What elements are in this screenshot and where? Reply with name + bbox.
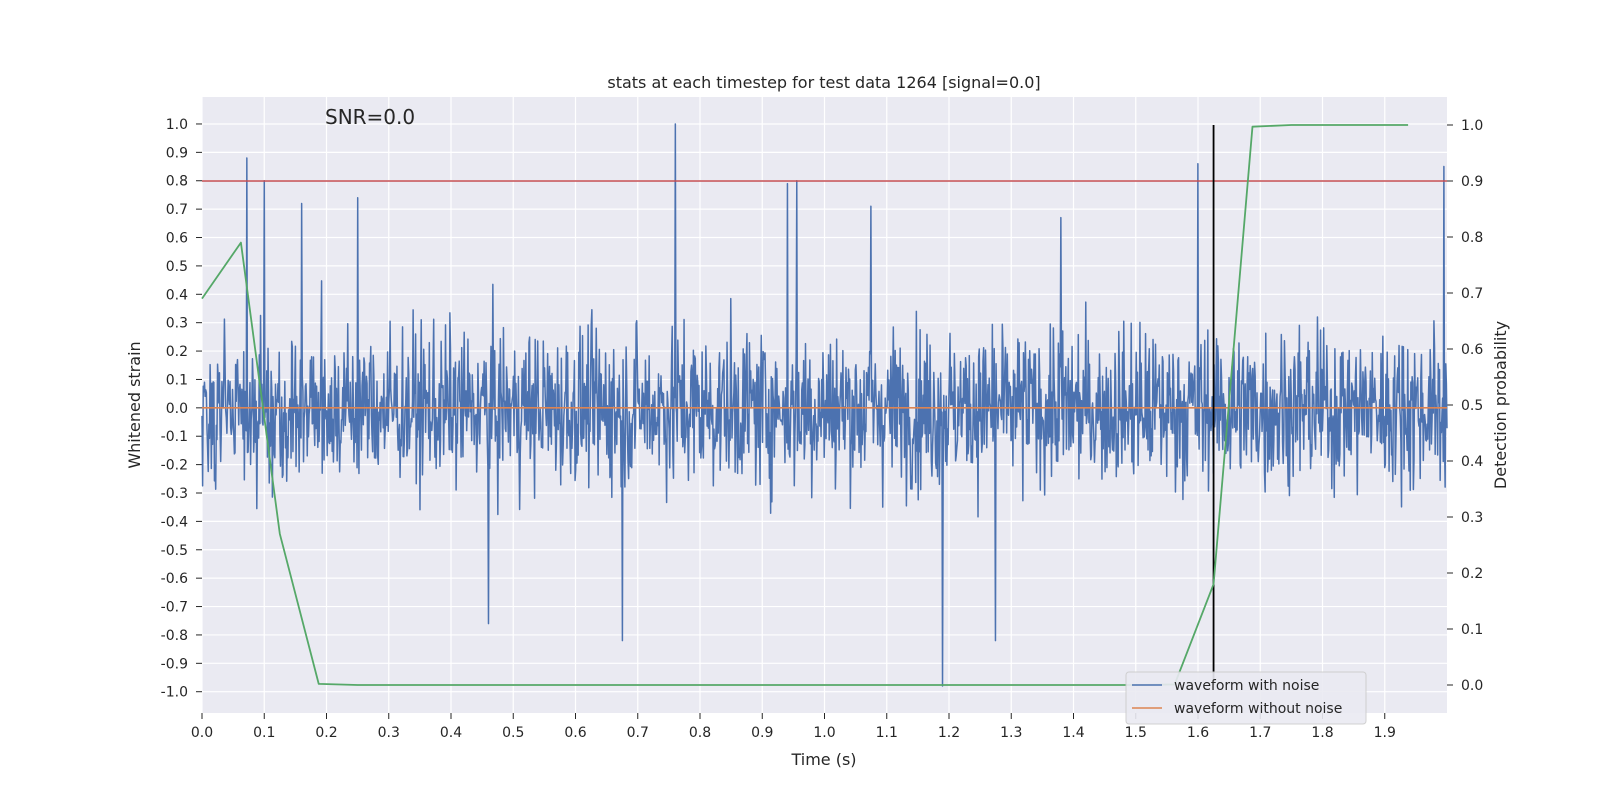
legend-box bbox=[1125, 671, 1367, 725]
y2-tick-label: 0.4 bbox=[1461, 454, 1483, 470]
x-tick-label: 1.5 bbox=[1125, 725, 1147, 741]
y-axis-title: Whitened strain bbox=[125, 341, 144, 468]
y2-tick-label: 0.8 bbox=[1461, 230, 1483, 246]
legend-label-waveform-without-noise: waveform without noise bbox=[1174, 701, 1342, 717]
x-tick-label: 0.8 bbox=[689, 725, 711, 741]
y-tick-label: -0.3 bbox=[161, 486, 188, 502]
y-tick-label: -0.6 bbox=[161, 571, 188, 587]
x-tick-label: 1.1 bbox=[876, 725, 898, 741]
snr-annotation: SNR=0.0 bbox=[325, 105, 415, 129]
x-tick-label: 1.7 bbox=[1249, 725, 1271, 741]
y-tick-label: 0.5 bbox=[166, 259, 188, 275]
y-tick-label: 1.0 bbox=[166, 117, 188, 133]
x-tick-label: 1.2 bbox=[938, 725, 960, 741]
y-tick-label: 0.7 bbox=[166, 202, 188, 218]
x-tick-label: 1.6 bbox=[1187, 725, 1209, 741]
y-axis-right: 0.0 0.1 0.2 0.3 0.4 0.5 0.6 0.7 0.8 0.9 1.0 bbox=[1447, 118, 1483, 694]
y2-tick-label: 0.5 bbox=[1461, 398, 1483, 414]
y-tick-label: 0.8 bbox=[166, 174, 188, 190]
y-tick-label: -1.0 bbox=[161, 685, 188, 701]
y2-tick-label: 1.0 bbox=[1461, 118, 1483, 134]
y2-tick-label: 0.3 bbox=[1461, 510, 1483, 526]
y2-tick-label: 0.1 bbox=[1461, 622, 1483, 638]
y2-tick-label: 0.0 bbox=[1461, 678, 1483, 694]
y-tick-label: 0.0 bbox=[166, 401, 188, 417]
y-tick-label: -0.5 bbox=[161, 543, 188, 559]
x-tick-label: 0.9 bbox=[751, 725, 773, 741]
x-tick-label: 1.9 bbox=[1374, 725, 1396, 741]
x-tick-label: 1.4 bbox=[1062, 725, 1084, 741]
y-tick-label: -0.7 bbox=[161, 600, 188, 616]
y2-axis-title: Detection probability bbox=[1491, 321, 1510, 489]
legend: waveform with noise waveform without noi… bbox=[1125, 671, 1367, 725]
chart-title: stats at each timestep for test data 126… bbox=[607, 73, 1040, 92]
y2-tick-label: 0.6 bbox=[1461, 342, 1483, 358]
y-axis-left: 1.0 0.9 0.8 0.7 0.6 0.5 0.4 0.3 0.2 0.1 0.0 -0.1 -0.… bbox=[161, 117, 202, 701]
y-tick-label: 0.6 bbox=[166, 231, 188, 247]
series-layer bbox=[201, 123, 1448, 687]
y-tick-label: -0.4 bbox=[161, 514, 188, 530]
x-tick-label: 0.7 bbox=[627, 725, 649, 741]
y-tick-label: -0.2 bbox=[161, 458, 188, 474]
y2-tick-label: 0.2 bbox=[1461, 566, 1483, 582]
legend-label-waveform-with-noise: waveform with noise bbox=[1174, 678, 1319, 694]
x-tick-label: 0.4 bbox=[440, 725, 462, 741]
x-tick-label: 0.1 bbox=[253, 725, 275, 741]
series-waveform-with-noise bbox=[201, 123, 1448, 687]
x-tick-label: 0.3 bbox=[378, 725, 400, 741]
y-tick-label: -0.1 bbox=[161, 429, 188, 445]
y-tick-label: 0.2 bbox=[166, 344, 188, 360]
x-tick-label: 0.6 bbox=[564, 725, 586, 741]
x-axis-title: Time (s) bbox=[790, 750, 856, 769]
y-tick-label: 0.3 bbox=[166, 316, 188, 332]
y-tick-label: -0.9 bbox=[161, 656, 188, 672]
y-tick-label: 0.9 bbox=[166, 145, 188, 161]
x-tick-label: 0.5 bbox=[502, 725, 524, 741]
x-tick-label: 1.0 bbox=[813, 725, 835, 741]
y2-tick-label: 0.7 bbox=[1461, 286, 1483, 302]
x-tick-label: 0.0 bbox=[191, 725, 213, 741]
y2-tick-label: 0.9 bbox=[1461, 174, 1483, 190]
y-tick-label: 0.1 bbox=[166, 372, 188, 388]
y-tick-label: -0.8 bbox=[161, 628, 188, 644]
series-detection-probability bbox=[201, 124, 1409, 686]
x-tick-label: 0.2 bbox=[315, 725, 337, 741]
x-tick-label: 1.8 bbox=[1311, 725, 1333, 741]
y-tick-label: 0.4 bbox=[166, 287, 188, 303]
x-tick-label: 1.3 bbox=[1000, 725, 1022, 741]
